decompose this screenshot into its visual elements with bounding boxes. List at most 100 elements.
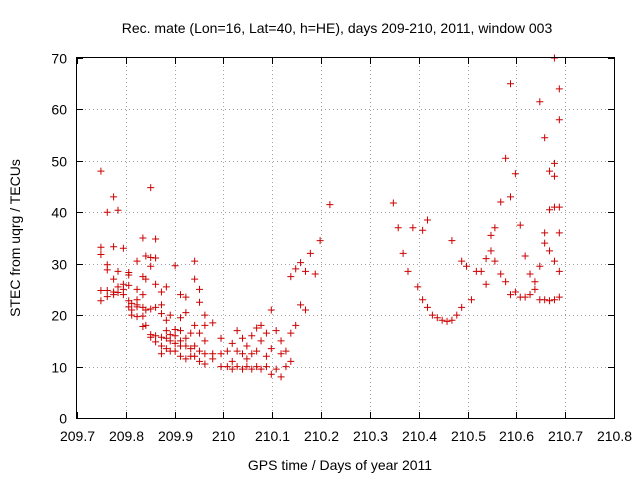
data-point: [139, 312, 147, 320]
data-point: [507, 291, 515, 299]
y-tick-label: 0: [59, 411, 67, 427]
data-point: [531, 278, 539, 286]
data-point: [491, 257, 499, 265]
x-tick-label: 209.7: [60, 428, 95, 444]
data-point: [233, 347, 241, 355]
x-tick-label: 209.9: [158, 428, 193, 444]
data-point: [182, 309, 190, 317]
data-point: [277, 337, 285, 345]
data-point: [262, 352, 270, 360]
data-point: [142, 306, 150, 314]
x-tick-label: 209.8: [109, 428, 144, 444]
data-point: [97, 286, 105, 294]
data-point: [110, 193, 118, 201]
data-point: [171, 347, 179, 355]
y-tick-label: 20: [51, 308, 67, 324]
data-point: [171, 339, 179, 347]
data-point: [458, 257, 466, 265]
data-point: [191, 321, 199, 329]
data-point: [507, 80, 515, 88]
data-point: [228, 365, 236, 373]
data-point: [162, 283, 170, 291]
data-point: [152, 332, 160, 340]
data-point: [487, 231, 495, 239]
data-point: [262, 329, 270, 337]
data-point: [541, 296, 549, 304]
data-point: [187, 329, 195, 337]
data-point: [282, 363, 290, 371]
data-point: [326, 201, 334, 209]
data-point: [133, 303, 141, 311]
data-point: [531, 285, 539, 293]
data-point: [133, 285, 141, 293]
data-point: [277, 373, 285, 381]
data-point: [128, 311, 136, 319]
data-point: [536, 262, 544, 270]
data-point: [248, 332, 256, 340]
data-point: [292, 321, 300, 329]
data-point: [511, 288, 519, 296]
data-point: [209, 355, 217, 363]
data-point: [555, 116, 563, 124]
data-point: [541, 239, 549, 247]
data-point: [409, 224, 417, 232]
data-point: [196, 329, 204, 337]
data-point: [257, 321, 265, 329]
data-point: [262, 363, 270, 371]
data-point: [97, 297, 105, 305]
data-point: [267, 306, 275, 314]
data-point: [243, 363, 251, 371]
data-point: [228, 339, 236, 347]
data-point: [541, 229, 549, 237]
data-point: [438, 316, 446, 324]
data-point: [301, 267, 309, 275]
data-point: [157, 342, 165, 350]
data-point: [171, 326, 179, 334]
data-point: [147, 262, 155, 270]
data-point: [311, 270, 319, 278]
data-point: [497, 270, 505, 278]
data-point: [287, 329, 295, 337]
data-point: [419, 226, 427, 234]
x-tick-label: 210.5: [451, 428, 486, 444]
data-point: [555, 229, 563, 237]
data-point: [487, 247, 495, 255]
data-point: [404, 267, 412, 275]
data-point: [257, 337, 265, 345]
data-point: [443, 317, 451, 325]
data-point: [482, 255, 490, 263]
data-point: [233, 327, 241, 335]
grid: [77, 58, 614, 418]
x-tick-label: 210.1: [255, 428, 290, 444]
x-tick-label: 210.3: [353, 428, 388, 444]
data-point: [187, 345, 195, 353]
data-point: [201, 311, 209, 319]
data-point: [448, 316, 456, 324]
x-tick-label: 210.6: [499, 428, 534, 444]
x-tick-label: 210.7: [548, 428, 583, 444]
y-tick-label: 40: [51, 205, 67, 221]
data-point: [114, 267, 122, 275]
data-point: [157, 310, 165, 318]
y-tick-label: 30: [51, 257, 67, 273]
data-point: [119, 291, 127, 299]
data-point: [152, 303, 160, 311]
data-point: [97, 250, 105, 258]
data-point: [162, 316, 170, 324]
data-point: [114, 289, 122, 297]
data-point: [166, 331, 174, 339]
data-point: [467, 296, 475, 304]
data-point: [176, 291, 184, 299]
data-point: [176, 314, 184, 322]
y-tick-label: 70: [51, 51, 67, 67]
data-point: [196, 285, 204, 293]
data-point: [243, 355, 251, 363]
data-point: [182, 334, 190, 342]
data-point: [243, 342, 251, 350]
data-point: [191, 352, 199, 360]
data-point: [125, 281, 133, 289]
data-point: [110, 275, 118, 283]
data-point: [521, 293, 529, 301]
axis-ticks: 209.7 209.8 209.9 210 210.1 210.2 210.3 210.4 21…: [51, 51, 632, 445]
data-point: [550, 159, 558, 167]
